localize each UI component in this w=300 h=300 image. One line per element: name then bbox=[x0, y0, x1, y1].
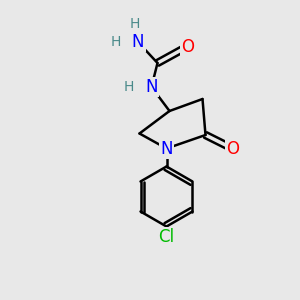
Text: O: O bbox=[181, 38, 194, 56]
Text: Cl: Cl bbox=[158, 228, 175, 246]
Text: H: H bbox=[124, 80, 134, 94]
Text: H: H bbox=[110, 35, 121, 49]
Text: N: N bbox=[160, 140, 173, 158]
Text: N: N bbox=[145, 78, 158, 96]
Text: O: O bbox=[226, 140, 239, 158]
Text: H: H bbox=[130, 17, 140, 31]
Text: N: N bbox=[132, 33, 144, 51]
